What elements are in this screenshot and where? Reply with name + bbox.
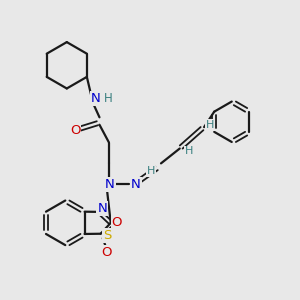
Text: O: O	[101, 246, 112, 259]
Text: N: N	[91, 92, 100, 105]
Text: H: H	[206, 120, 214, 130]
Text: H: H	[147, 167, 155, 176]
Text: H: H	[104, 92, 113, 105]
Text: H: H	[185, 146, 194, 157]
Text: N: N	[97, 202, 107, 215]
Text: O: O	[112, 216, 122, 229]
Text: S: S	[103, 229, 111, 242]
Text: O: O	[70, 124, 80, 137]
Text: N: N	[105, 178, 115, 191]
Text: N: N	[131, 178, 141, 191]
